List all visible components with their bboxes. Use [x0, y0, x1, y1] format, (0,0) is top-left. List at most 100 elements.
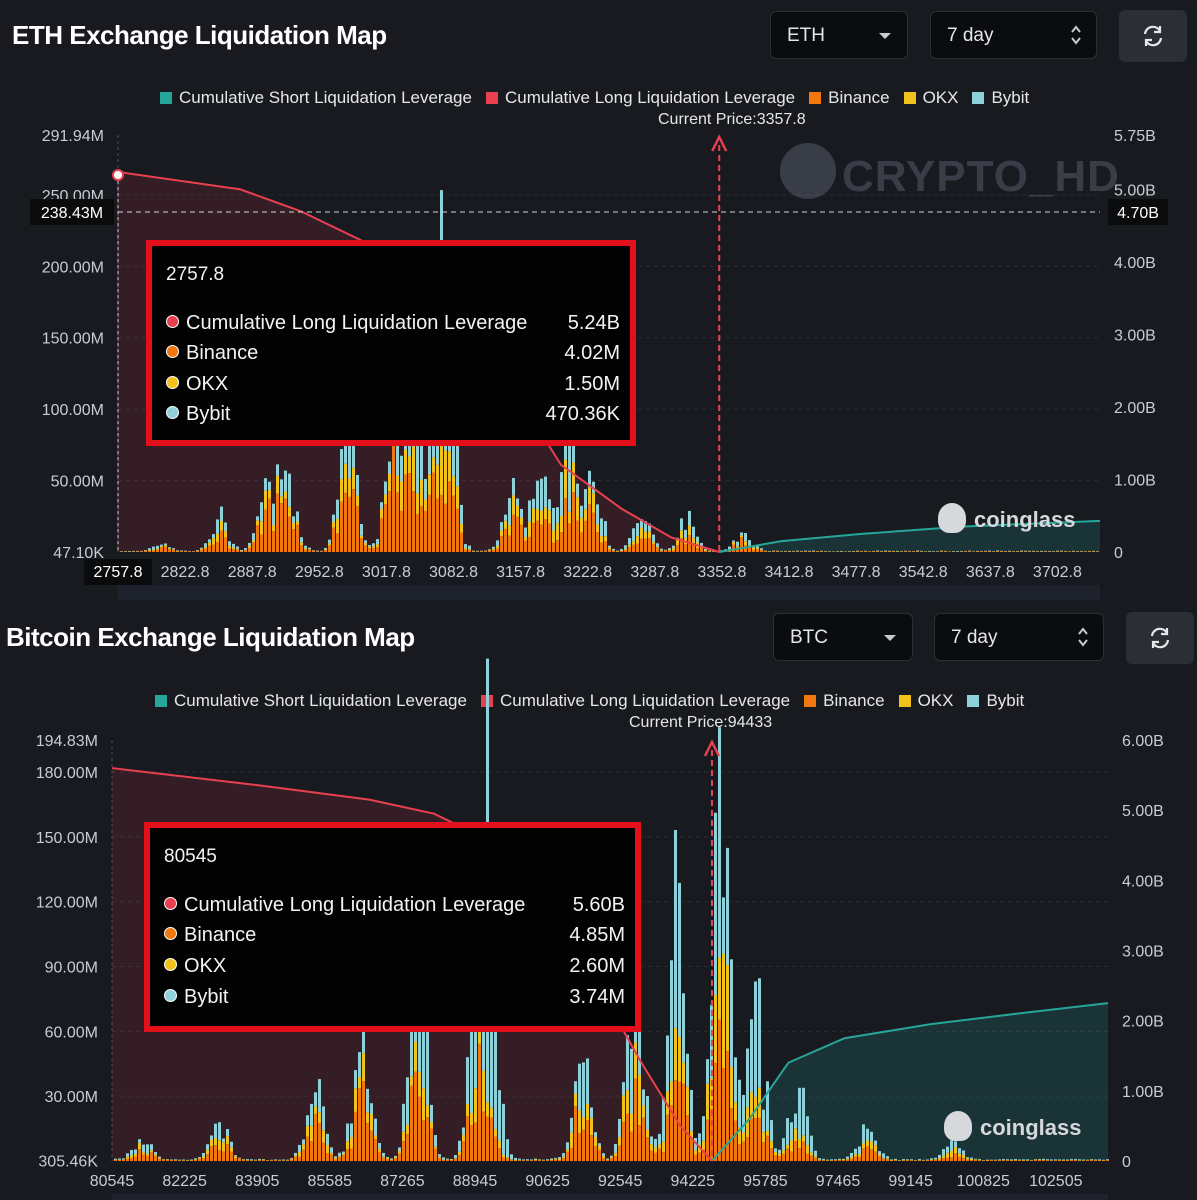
- bar-bybit: [754, 981, 757, 1097]
- bar-okx: [206, 1149, 209, 1155]
- btc-refresh-button[interactable]: [1126, 612, 1194, 664]
- legend-item-binance[interactable]: Binance: [804, 691, 885, 711]
- bar-bybit: [374, 1118, 377, 1136]
- bar-bybit: [646, 1096, 649, 1130]
- bar-bybit: [732, 540, 735, 542]
- bar-binance: [996, 551, 999, 552]
- legend-item-binance[interactable]: Binance: [809, 88, 890, 108]
- bar-binance: [694, 1154, 697, 1161]
- bar-binance: [734, 1120, 737, 1161]
- bar-binance: [342, 1155, 345, 1161]
- btc-coin-select[interactable]: BTC: [773, 613, 913, 661]
- bar-binance: [590, 1135, 593, 1161]
- bar-bybit: [612, 548, 615, 551]
- bar-okx: [326, 1145, 329, 1153]
- bar-bybit: [150, 1144, 153, 1151]
- bar-bybit: [614, 1143, 617, 1153]
- legend-item-okx[interactable]: OKX: [903, 88, 958, 108]
- bar-binance: [534, 1160, 537, 1161]
- bar-bybit: [196, 549, 199, 551]
- legend-item-short[interactable]: Cumulative Short Liquidation Leverage: [160, 88, 472, 108]
- bar-okx: [260, 521, 263, 535]
- bar-okx: [598, 1145, 601, 1150]
- bar-binance: [154, 1155, 157, 1161]
- legend-item-okx[interactable]: OKX: [898, 691, 953, 711]
- bar-bybit: [692, 526, 695, 538]
- bar-okx: [722, 953, 725, 1069]
- bar-binance: [554, 1159, 557, 1161]
- legend-item-long[interactable]: Cumulative Long Liquidation Leverage: [485, 88, 795, 108]
- bar-binance: [462, 1140, 465, 1161]
- x-tick-label: 3477.8: [832, 564, 881, 581]
- bar-binance: [310, 1141, 313, 1161]
- bar-bybit: [934, 1157, 937, 1160]
- bar-bybit: [576, 483, 579, 498]
- bar-okx: [640, 527, 643, 539]
- eth-period-select[interactable]: 7 day: [930, 11, 1097, 59]
- bar-bybit: [546, 1159, 549, 1160]
- eth-refresh-button[interactable]: [1119, 10, 1187, 62]
- range-scrollbar: [118, 585, 1100, 600]
- bar-bybit: [454, 1155, 457, 1159]
- eth-coin-select[interactable]: ETH: [770, 11, 908, 59]
- bar-binance: [326, 1152, 329, 1161]
- bar-bybit: [998, 1159, 1001, 1160]
- bar-binance: [392, 445, 395, 552]
- bar-bybit: [366, 1088, 369, 1113]
- bar-binance: [632, 544, 635, 552]
- bar-bybit: [390, 1158, 393, 1160]
- bar-bybit: [492, 546, 495, 549]
- bar-okx: [646, 1129, 649, 1138]
- bar-bybit: [818, 1158, 821, 1160]
- bar-bybit: [142, 1144, 145, 1153]
- bar-okx: [394, 1157, 397, 1159]
- bar-bybit: [296, 511, 299, 522]
- bar-bybit: [822, 1158, 825, 1160]
- bar-binance: [1038, 1159, 1041, 1161]
- bar-okx: [456, 486, 459, 509]
- bar-bybit: [208, 539, 211, 543]
- bar-binance: [830, 1160, 833, 1161]
- bar-bybit: [218, 1122, 221, 1141]
- bar-okx: [818, 1159, 821, 1161]
- bar-okx: [570, 1132, 573, 1148]
- bar-binance: [572, 492, 575, 552]
- bar-okx: [374, 1135, 377, 1139]
- bar-okx: [568, 511, 571, 524]
- legend-item-bybit[interactable]: Bybit: [972, 88, 1029, 108]
- btc-period-select[interactable]: 7 day: [934, 613, 1104, 661]
- bar-binance: [156, 549, 159, 552]
- bar-bybit: [326, 1133, 329, 1146]
- bar-okx: [678, 1036, 681, 1082]
- bar-bybit: [248, 542, 251, 546]
- bar-bybit: [318, 1079, 321, 1113]
- bar-bybit: [1010, 1159, 1013, 1161]
- bar-okx: [942, 1155, 945, 1159]
- bar-binance: [700, 548, 703, 552]
- bar-okx: [204, 546, 207, 549]
- bar-okx: [230, 1147, 233, 1152]
- bar-binance: [614, 1156, 617, 1161]
- bar-bybit: [930, 1158, 933, 1160]
- bar-okx: [208, 542, 211, 546]
- y-left-tick-label: 90.00M: [45, 960, 98, 977]
- bar-binance: [216, 541, 219, 552]
- bar-binance: [220, 530, 223, 552]
- bar-bybit: [356, 474, 359, 496]
- btc-panel-title: Bitcoin Exchange Liquidation Map: [6, 622, 415, 652]
- bar-bybit: [742, 1094, 745, 1133]
- legend-item-short[interactable]: Cumulative Short Liquidation Leverage: [155, 691, 467, 711]
- bar-okx: [1090, 1159, 1093, 1160]
- bar-bybit: [504, 514, 507, 521]
- bar-binance: [544, 519, 547, 552]
- bar-okx: [146, 1154, 149, 1157]
- bar-binance: [606, 1159, 609, 1161]
- bar-okx: [156, 548, 159, 550]
- bar-bybit: [204, 543, 207, 547]
- bar-okx: [390, 1159, 393, 1161]
- bar-bybit: [718, 727, 721, 958]
- legend-item-bybit[interactable]: Bybit: [967, 691, 1024, 711]
- bar-binance: [214, 1145, 217, 1161]
- bar-binance: [434, 1148, 437, 1161]
- bar-okx: [296, 521, 299, 525]
